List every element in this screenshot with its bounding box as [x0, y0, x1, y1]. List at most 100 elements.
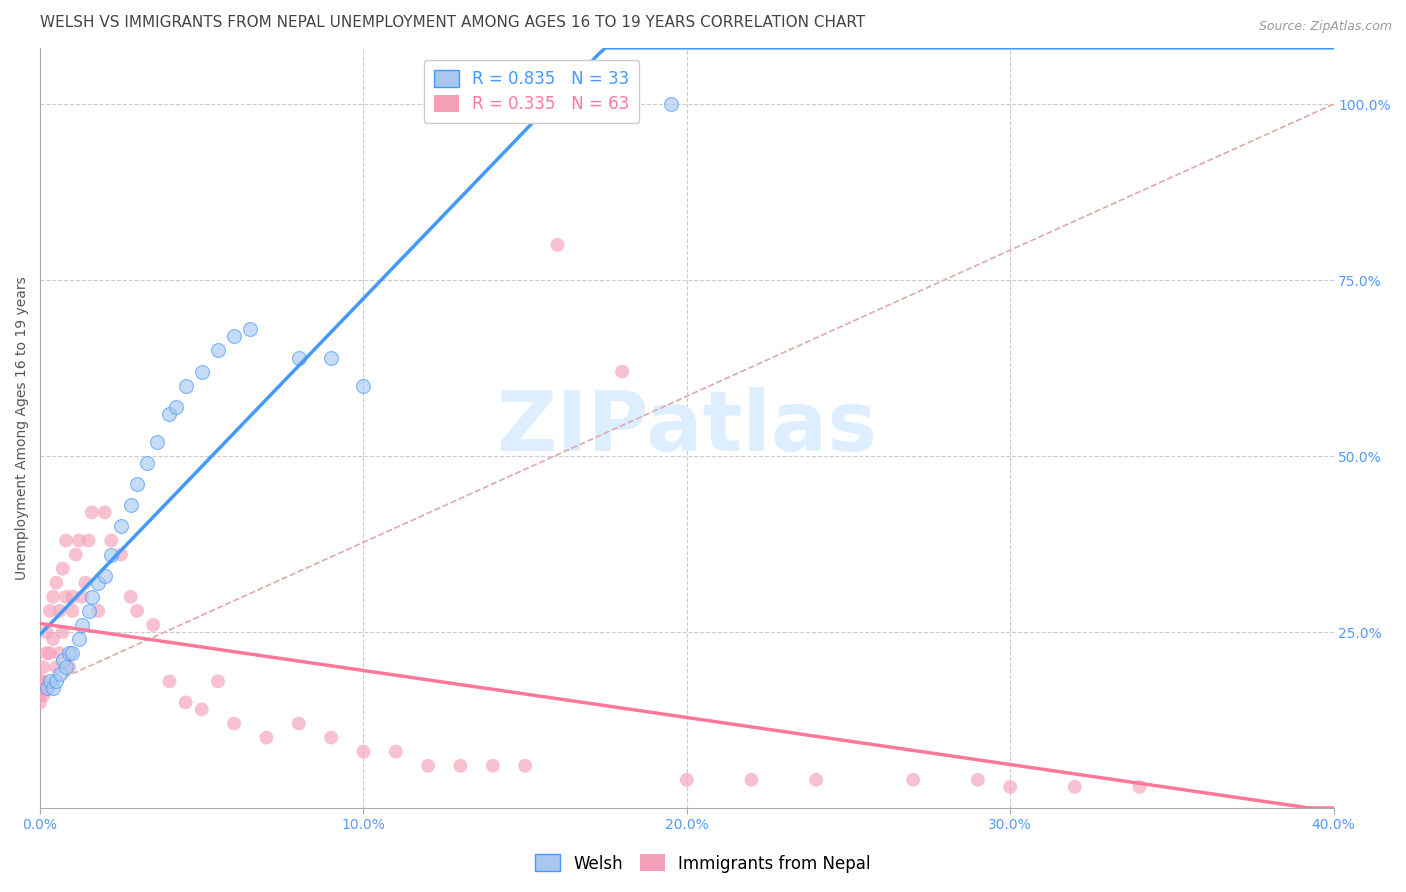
Point [659, 97, 682, 112]
Point [30, 689, 52, 703]
Point [32, 689, 55, 703]
Point [42, 681, 65, 696]
Point [94, 505, 117, 519]
Point [55, 533, 77, 548]
Point [80, 590, 103, 604]
Point [80, 505, 103, 519]
Point [38, 604, 60, 618]
Point [120, 590, 142, 604]
Point [30, 681, 52, 696]
Point [174, 695, 197, 709]
Point [288, 351, 311, 365]
Point [288, 716, 311, 731]
Point [174, 378, 197, 392]
Point [321, 351, 343, 365]
Point [38, 674, 60, 689]
Point [110, 548, 132, 562]
Text: WELSH VS IMMIGRANTS FROM NEPAL UNEMPLOYMENT AMONG AGES 16 TO 19 YEARS CORRELATIO: WELSH VS IMMIGRANTS FROM NEPAL UNEMPLOYM… [41, 15, 865, 30]
Point [62, 604, 84, 618]
Point [87, 575, 110, 590]
Point [48, 667, 70, 681]
Point [55, 660, 77, 674]
Point [966, 772, 988, 787]
Point [610, 365, 633, 379]
Point [58, 646, 80, 660]
Point [159, 407, 181, 421]
Point [52, 625, 75, 640]
Point [159, 674, 181, 689]
Point [385, 745, 408, 759]
Point [35, 681, 58, 696]
Point [94, 568, 117, 582]
Point [145, 434, 167, 449]
Point [135, 456, 157, 470]
Point [207, 343, 229, 358]
Point [30, 695, 52, 709]
Point [100, 548, 122, 562]
Point [67, 632, 90, 646]
Point [110, 519, 132, 533]
Point [62, 646, 84, 660]
Point [35, 625, 58, 640]
Point [224, 716, 246, 731]
Point [142, 618, 165, 632]
Point [675, 772, 697, 787]
Legend: Welsh, Immigrants from Nepal: Welsh, Immigrants from Nepal [529, 847, 877, 880]
Point [48, 604, 70, 618]
Point [77, 604, 100, 618]
Point [165, 400, 187, 414]
Point [353, 745, 375, 759]
Point [481, 758, 503, 772]
Point [65, 548, 87, 562]
Point [38, 646, 60, 660]
Point [52, 653, 75, 667]
Point [77, 533, 100, 548]
Point [546, 97, 568, 112]
Point [513, 758, 536, 772]
Point [30, 674, 52, 689]
Point [239, 322, 262, 336]
Point [67, 533, 90, 548]
Point [48, 646, 70, 660]
Point [127, 477, 149, 491]
Point [32, 660, 55, 674]
Point [1128, 780, 1150, 794]
Point [321, 731, 343, 745]
Point [546, 238, 568, 252]
Point [70, 618, 93, 632]
Point [998, 780, 1021, 794]
Point [224, 329, 246, 343]
Point [58, 660, 80, 674]
Point [191, 365, 214, 379]
Point [45, 674, 67, 689]
Point [191, 702, 214, 716]
Point [42, 632, 65, 646]
Point [804, 772, 827, 787]
Point [450, 758, 472, 772]
Point [120, 499, 142, 513]
Text: Source: ZipAtlas.com: Source: ZipAtlas.com [1258, 20, 1392, 33]
Point [62, 590, 84, 604]
Point [418, 758, 440, 772]
Point [207, 674, 229, 689]
Point [901, 772, 924, 787]
Point [740, 772, 762, 787]
Point [52, 562, 75, 576]
Point [127, 604, 149, 618]
Point [87, 604, 110, 618]
Point [35, 646, 58, 660]
Point [70, 590, 93, 604]
Point [45, 575, 67, 590]
Point [42, 590, 65, 604]
Point [32, 674, 55, 689]
Legend: R = 0.835   N = 33, R = 0.335   N = 63: R = 0.835 N = 33, R = 0.335 N = 63 [423, 60, 640, 123]
Point [35, 681, 58, 696]
Point [1063, 780, 1085, 794]
Point [55, 590, 77, 604]
Point [353, 378, 375, 392]
Point [45, 660, 67, 674]
Text: ZIPatlas: ZIPatlas [496, 387, 877, 468]
Y-axis label: Unemployment Among Ages 16 to 19 years: Unemployment Among Ages 16 to 19 years [15, 276, 30, 580]
Point [100, 533, 122, 548]
Point [30, 681, 52, 696]
